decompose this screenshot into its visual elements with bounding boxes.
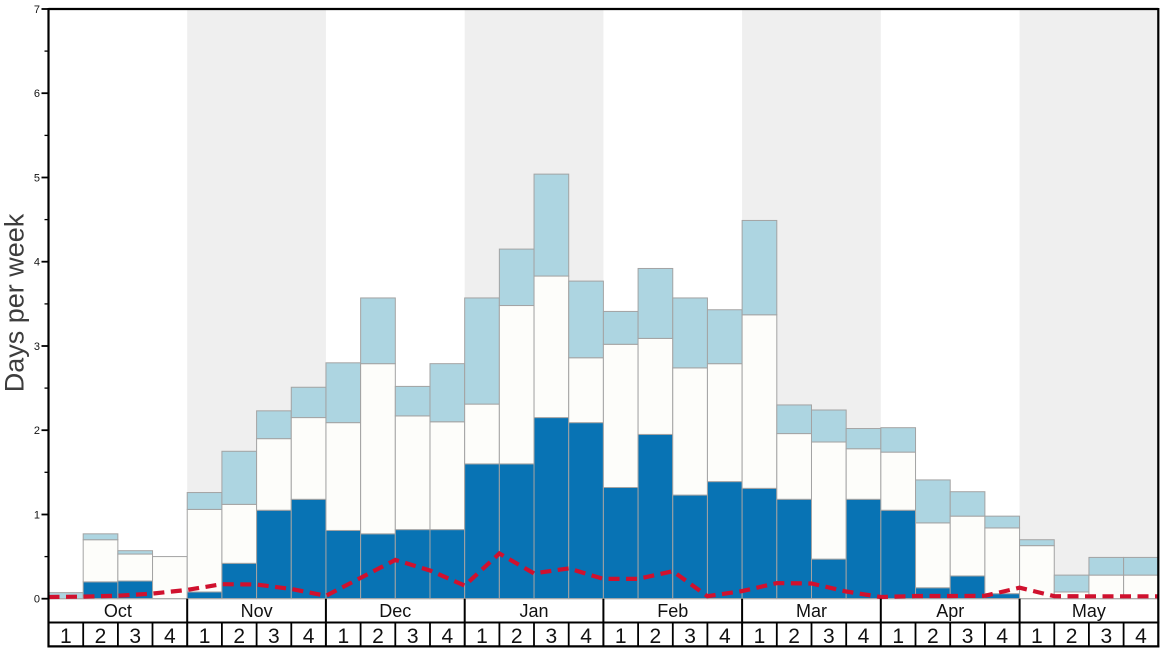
svg-text:2: 2 bbox=[372, 625, 384, 648]
svg-text:3: 3 bbox=[546, 625, 558, 648]
svg-text:1: 1 bbox=[615, 625, 627, 648]
svg-text:3: 3 bbox=[823, 625, 835, 648]
svg-text:Days per week: Days per week bbox=[0, 213, 30, 392]
svg-text:4: 4 bbox=[441, 625, 453, 648]
svg-text:3: 3 bbox=[129, 625, 141, 648]
svg-text:Mar: Mar bbox=[796, 601, 827, 621]
svg-text:3: 3 bbox=[407, 625, 419, 648]
svg-text:2: 2 bbox=[95, 625, 107, 648]
svg-text:2: 2 bbox=[34, 425, 40, 437]
svg-text:3: 3 bbox=[34, 341, 40, 353]
svg-text:3: 3 bbox=[962, 625, 974, 648]
svg-text:1: 1 bbox=[337, 625, 349, 648]
svg-text:1: 1 bbox=[476, 625, 488, 648]
svg-text:Oct: Oct bbox=[104, 601, 132, 621]
svg-text:4: 4 bbox=[996, 625, 1008, 648]
svg-text:1: 1 bbox=[199, 625, 211, 648]
svg-text:4: 4 bbox=[858, 625, 870, 648]
svg-text:2: 2 bbox=[511, 625, 523, 648]
svg-text:4: 4 bbox=[580, 625, 592, 648]
svg-text:2: 2 bbox=[927, 625, 939, 648]
svg-text:1: 1 bbox=[60, 625, 72, 648]
svg-text:May: May bbox=[1072, 601, 1106, 621]
svg-text:2: 2 bbox=[1066, 625, 1078, 648]
svg-text:Apr: Apr bbox=[936, 601, 964, 621]
svg-text:2: 2 bbox=[788, 625, 800, 648]
svg-text:0: 0 bbox=[34, 594, 40, 606]
svg-text:1: 1 bbox=[34, 510, 40, 522]
svg-text:1: 1 bbox=[1031, 625, 1043, 648]
svg-text:2: 2 bbox=[233, 625, 245, 648]
svg-text:1: 1 bbox=[754, 625, 766, 648]
svg-text:4: 4 bbox=[164, 625, 176, 648]
svg-text:4: 4 bbox=[719, 625, 731, 648]
svg-text:7: 7 bbox=[34, 4, 40, 16]
svg-text:3: 3 bbox=[1100, 625, 1112, 648]
svg-text:4: 4 bbox=[303, 625, 315, 648]
svg-text:3: 3 bbox=[684, 625, 696, 648]
svg-text:2: 2 bbox=[650, 625, 662, 648]
svg-text:1: 1 bbox=[892, 625, 904, 648]
svg-text:6: 6 bbox=[34, 88, 40, 100]
svg-text:Feb: Feb bbox=[657, 601, 688, 621]
svg-text:4: 4 bbox=[34, 257, 40, 269]
svg-text:Dec: Dec bbox=[379, 601, 411, 621]
svg-text:Nov: Nov bbox=[241, 601, 273, 621]
svg-text:5: 5 bbox=[34, 173, 40, 185]
svg-text:3: 3 bbox=[268, 625, 280, 648]
svg-text:4: 4 bbox=[1135, 625, 1147, 648]
svg-text:Jan: Jan bbox=[519, 601, 548, 621]
